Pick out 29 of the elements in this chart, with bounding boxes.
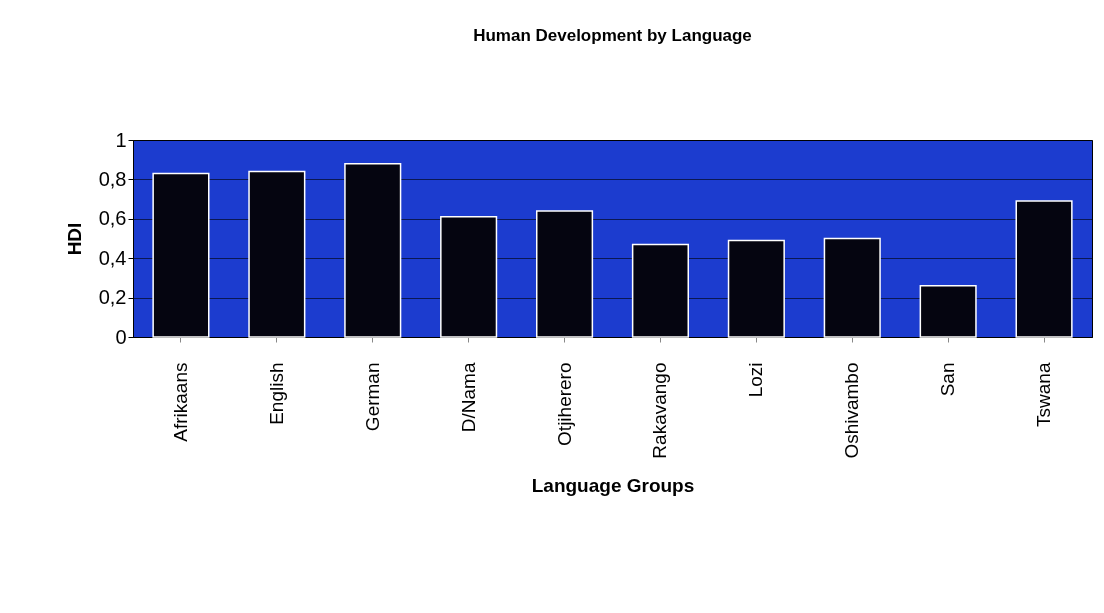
x-tick-label: English [265, 362, 287, 425]
x-tick-label: Tswana [1033, 362, 1055, 427]
x-tick-label: Rakavango [649, 362, 671, 459]
x-tick-label: Afrikaans [169, 362, 191, 442]
y-tick-label: 0,4 [98, 246, 127, 269]
x-tick-label: San [937, 362, 959, 397]
x-axis-title: Language Groups [531, 474, 695, 496]
bar [535, 210, 594, 338]
bar [631, 243, 690, 338]
y-tick-label: 0 [115, 325, 127, 348]
bar [440, 216, 498, 338]
bar [919, 285, 977, 338]
y-tick-label: 0,2 [98, 286, 127, 309]
x-tick-label: Otjiherero [553, 362, 575, 446]
bar [248, 170, 306, 338]
bar [1015, 200, 1073, 338]
y-tick-label: 0,8 [98, 167, 127, 190]
bar [823, 237, 881, 338]
bar [152, 172, 210, 338]
x-tick-label: Oshivambo [841, 362, 863, 459]
bar [344, 162, 402, 338]
x-tick-label: Lozi [745, 362, 767, 398]
x-tick-label: D/Nama [457, 362, 479, 433]
bar [727, 239, 785, 338]
y-tick-label: 0,6 [98, 207, 127, 230]
x-tick-label: German [361, 362, 383, 432]
chart-title: Human Development by Language [473, 26, 752, 45]
y-axis-title: HDI [63, 222, 85, 256]
y-tick-label: 1 [115, 128, 127, 151]
